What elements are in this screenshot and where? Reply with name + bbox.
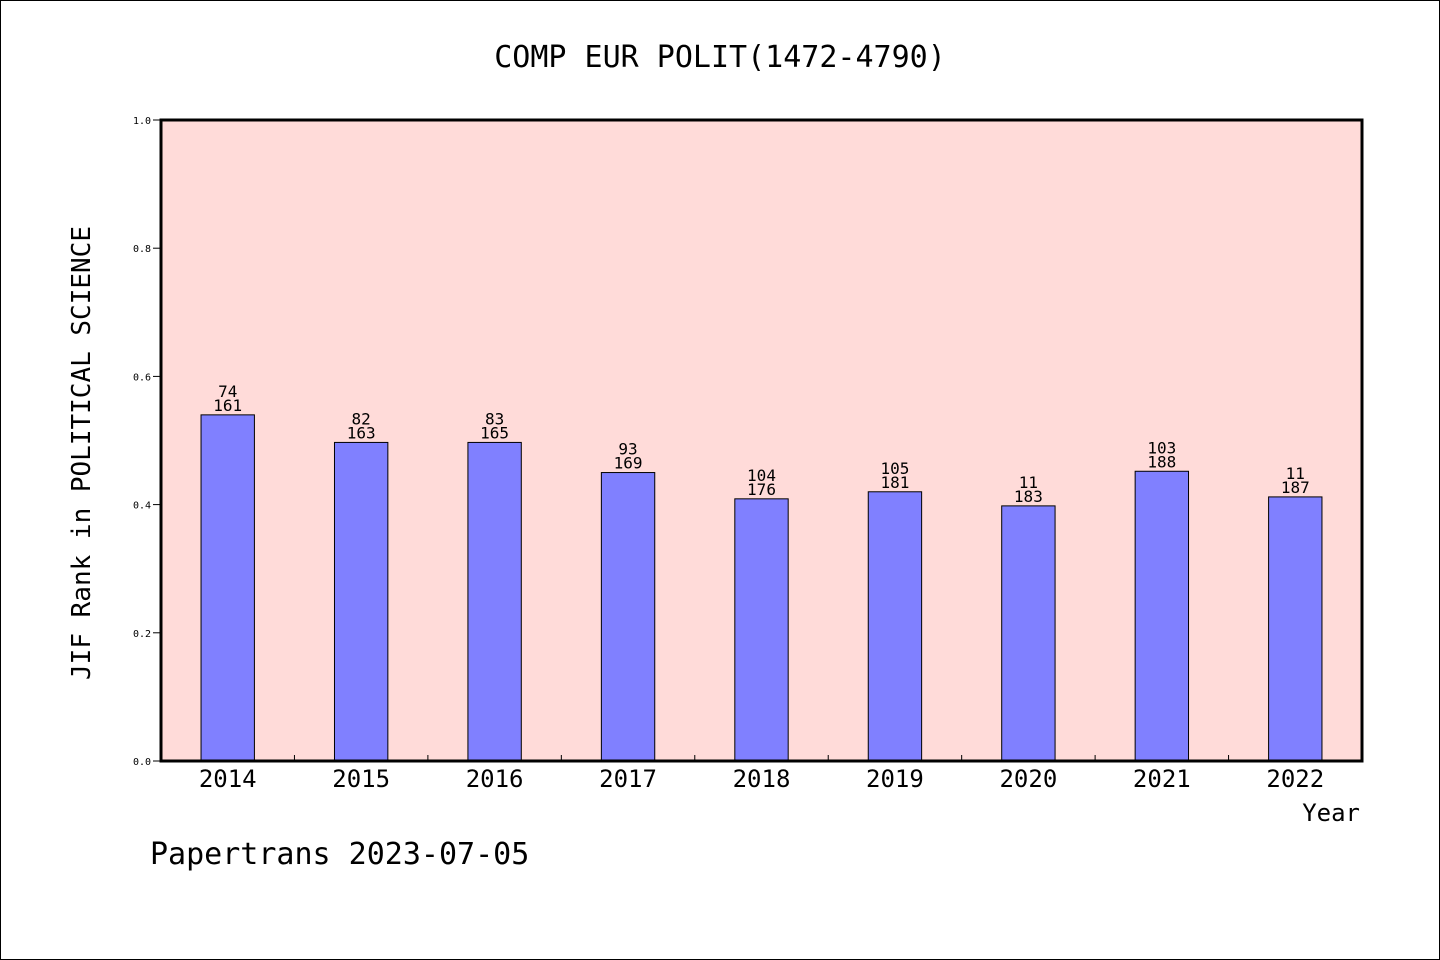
bar-2016 (467, 441, 522, 762)
bar-rank-label: 105 (880, 459, 909, 478)
bar-total-label: 176 (747, 480, 776, 499)
y-axis-label: JIF Rank in POLITICAL SCIENCE (67, 226, 97, 680)
y-tick-label: 0.8 (133, 244, 151, 255)
bar-total-label: 169 (614, 454, 643, 473)
bar-2015 (333, 441, 389, 762)
bar-rank-label: 83 (485, 409, 504, 428)
x-tick-label: 2016 (466, 765, 524, 793)
x-tick-label: 2018 (733, 765, 791, 793)
x-tick-label: 2020 (999, 765, 1057, 793)
bar-rank-label: 103 (1147, 438, 1176, 457)
y-tick-label: 1.0 (133, 116, 151, 127)
bar-total-label: 161 (213, 396, 242, 415)
bar-total-label: 163 (347, 423, 376, 442)
plot-border (159, 118, 1364, 763)
x-tick-label: 2015 (332, 765, 390, 793)
x-tick-label: 2021 (1133, 765, 1191, 793)
y-tick-label: 0.2 (133, 629, 151, 640)
bar-rank-label: 11 (1019, 473, 1038, 492)
y-tick-label: 0.4 (133, 501, 151, 512)
y-tick-label: 0.6 (133, 372, 151, 383)
x-tick-label: 2022 (1266, 765, 1324, 793)
bar-2018 (734, 498, 789, 762)
bar-2022 (1268, 496, 1323, 762)
y-axis: 0.0 0.2 0.4 0.6 0.8 1.0 (133, 116, 161, 768)
x-tick-label: 2019 (866, 765, 924, 793)
bars-layer (200, 414, 1323, 762)
x-tick-label: 2017 (599, 765, 657, 793)
bar-rank-label: 74 (218, 382, 237, 401)
bar-rank-label: 93 (618, 440, 637, 459)
bar-2020 (1001, 505, 1056, 762)
x-tick-label: 2014 (199, 765, 257, 793)
y-tick-label: 0.0 (133, 757, 151, 768)
bar-2021 (1134, 470, 1190, 762)
bar-total-label: 165 (480, 423, 509, 442)
bar-2017 (600, 472, 656, 762)
x-axis-label: Year (1302, 799, 1360, 827)
bar-total-label: 183 (1014, 487, 1043, 506)
x-axis: 2014 2015 2016 2017 2018 2019 2020 2021 2022 (199, 755, 1324, 793)
bar-rank-label: 11 (1286, 464, 1305, 483)
bar-2014 (200, 414, 255, 762)
bar-rank-label: 82 (352, 409, 371, 428)
bar-total-label: 181 (880, 473, 909, 492)
bar-total-label: 188 (1147, 452, 1176, 471)
footer-watermark: Papertrans 2023-07-05 (150, 837, 529, 872)
bar-total-label: 187 (1281, 478, 1310, 497)
bar-rank-label: 104 (747, 466, 776, 485)
bar-2019 (867, 491, 923, 762)
chart-title: COMP EUR POLIT(1472-4790) (494, 40, 946, 75)
